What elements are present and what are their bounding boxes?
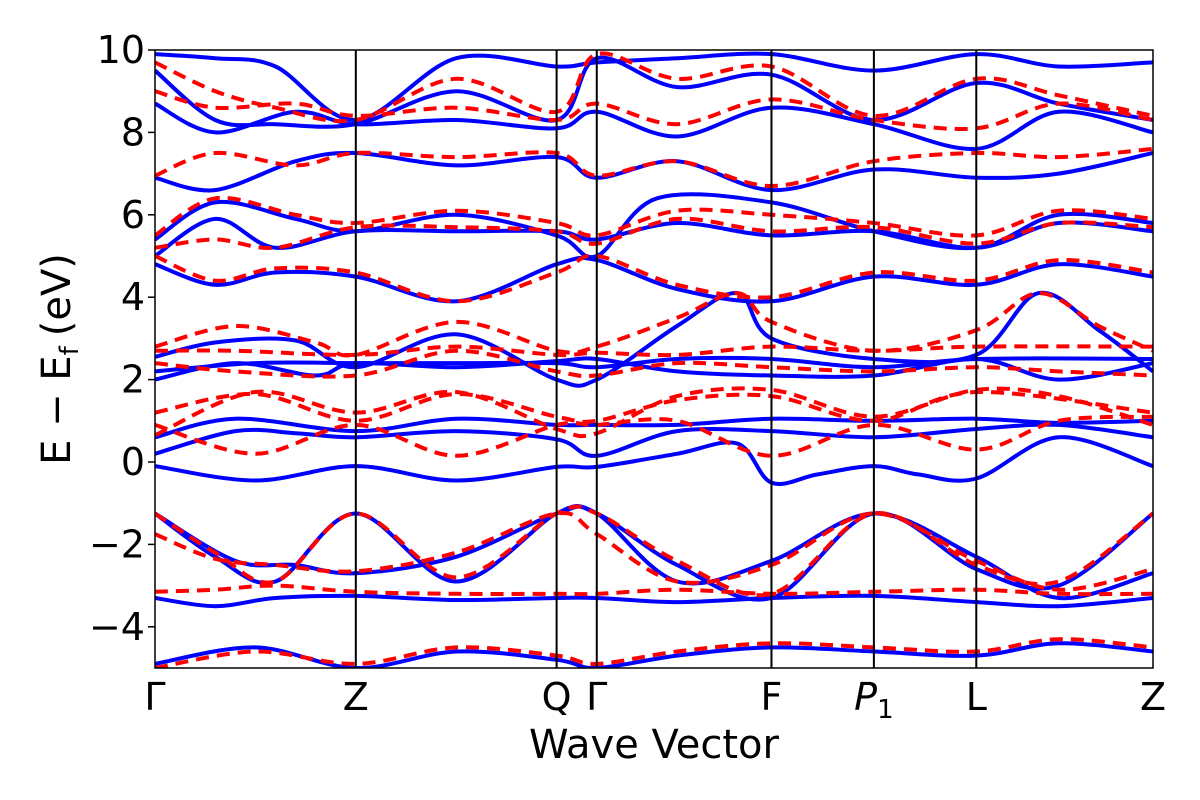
x-tick-label-1: Γ [144, 675, 165, 719]
kpath-vertical-lines [354, 50, 978, 668]
y-axis-label: E − Ef (eV) [34, 253, 85, 465]
red-band-5 [155, 414, 1153, 458]
x-tick-label-2: Z [343, 675, 369, 719]
y-tick-label-6: 6 [121, 193, 145, 237]
y-tick-label-7: 8 [121, 110, 145, 154]
blue-band-14 [155, 150, 1153, 193]
blue-band-10 [155, 355, 1153, 374]
red-band-9 [155, 344, 1153, 358]
x-axis-label: Wave Vector [529, 722, 780, 768]
x-tick-label-4: Γ [586, 675, 607, 719]
red-band-6 [155, 386, 1153, 439]
blue-band-1 [155, 641, 1153, 668]
red-band-2 [155, 583, 1153, 597]
blue-band-9 [155, 290, 1153, 388]
red-band-7 [155, 389, 1153, 424]
x-tick-label-3: Q [542, 675, 572, 719]
blue-band-11 [155, 255, 1153, 304]
red-band-14 [155, 146, 1153, 188]
x-axis-ticks: Γ Z Q Γ F P1 L Z [144, 675, 1166, 725]
y-tick-label-4: 2 [121, 358, 145, 402]
x-tick-label-7: L [966, 675, 987, 719]
y-axis-label-unit: (eV) [34, 253, 80, 336]
y-tick-label-3: 0 [121, 440, 145, 484]
red-band-13 [155, 216, 1153, 251]
blue-band-2 [155, 593, 1153, 609]
y-tick-label-1: −4 [89, 605, 145, 649]
x-tick-label-6: P1 [854, 675, 893, 725]
y-axis-label-subscript: f [55, 345, 85, 355]
y-axis-label-main: E − E [34, 355, 80, 465]
series-solid-blue [155, 51, 1153, 668]
y-tick-label-5: 4 [121, 275, 145, 319]
y-axis-ticks: −4 −2 0 2 4 6 8 10 [89, 28, 155, 649]
red-band-12 [155, 195, 1153, 238]
x-tick-label-8: Z [1140, 675, 1166, 719]
y-tick-label-2: −2 [89, 522, 145, 566]
blue-band-7 [155, 416, 1153, 440]
red-band-1 [155, 637, 1153, 668]
red-band-10 [155, 348, 1153, 379]
y-tick-label-8: 10 [97, 28, 145, 72]
plot-frame [154, 49, 1154, 669]
red-band-8 [155, 291, 1153, 358]
x-tick-label-5: F [761, 675, 783, 719]
